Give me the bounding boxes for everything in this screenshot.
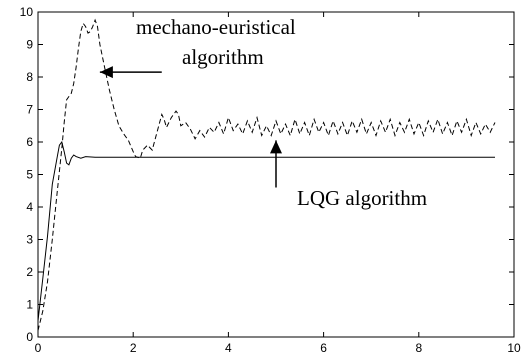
axis-ticks: 0 2 4 6 8 10 0 1 2 3 4 5 6 7 8 9 10 (20, 5, 521, 355)
x-tick-label: 6 (320, 341, 327, 355)
series-line-mechano-euristical (37, 18, 496, 331)
chart-annotations: mechano-euristical algorithm LQG algorithm (99, 15, 427, 210)
y-tick-label: 0 (26, 330, 33, 344)
series-line-lqg (37, 140, 495, 321)
y-tick-label: 4 (26, 200, 33, 214)
y-tick-label: 7 (26, 103, 33, 117)
x-tick-label: 2 (130, 341, 137, 355)
x-tick-label: 10 (507, 341, 521, 355)
annotation-mechano-euristical-line2: algorithm (182, 45, 264, 69)
y-tick-label: 9 (26, 38, 33, 52)
annotation-mechano-euristical-line1: mechano-euristical (136, 15, 296, 39)
y-tick-label: 10 (20, 5, 34, 19)
y-tick-label: 1 (26, 298, 33, 312)
x-tick-label: 4 (225, 341, 232, 355)
y-tick-label: 8 (26, 70, 33, 84)
y-tick-label: 2 (26, 265, 33, 279)
y-tick-label: 3 (26, 233, 33, 247)
x-tick-label: 0 (35, 341, 42, 355)
y-tick-label: 5 (26, 168, 33, 182)
x-tick-label: 8 (415, 341, 422, 355)
arrow-lqg-head (270, 140, 282, 154)
y-tick-label: 6 (26, 135, 33, 149)
arrow-mechano-euristical-head (99, 66, 113, 79)
annotation-lqg: LQG algorithm (297, 186, 427, 210)
chart-series (37, 18, 496, 331)
